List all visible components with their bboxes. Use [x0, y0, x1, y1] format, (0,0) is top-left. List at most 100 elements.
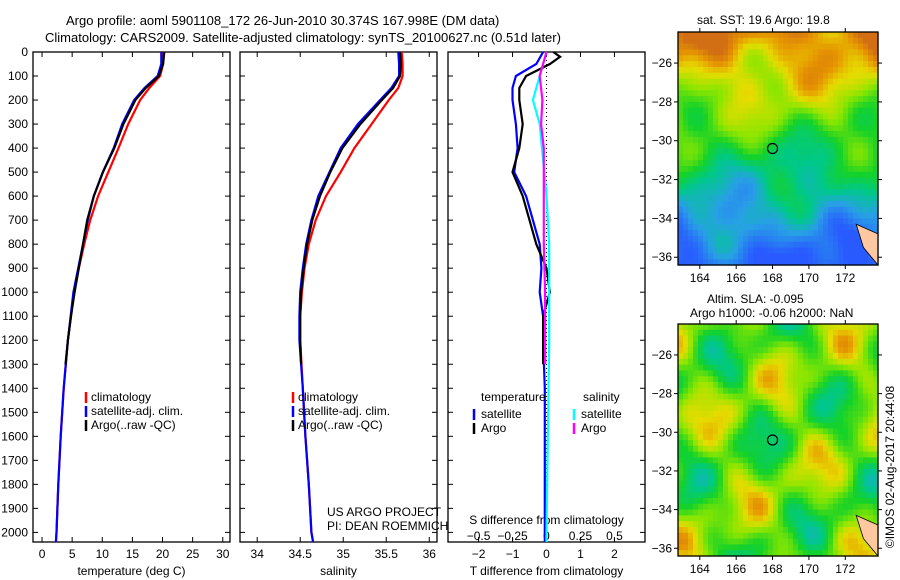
map-cell: [858, 212, 864, 220]
map-cell: [713, 509, 719, 516]
map-cell: [683, 212, 689, 220]
y-tick-label: 300: [8, 117, 28, 131]
map-cell: [708, 142, 714, 150]
map-cell: [708, 224, 714, 231]
map-cell: [838, 469, 844, 476]
map-cell: [853, 457, 859, 464]
map-cell: [753, 72, 759, 80]
map-cell: [738, 538, 744, 545]
map-cell: [803, 72, 809, 80]
map-cell: [788, 101, 794, 109]
map-cell: [758, 259, 764, 266]
map-cell: [718, 142, 724, 150]
map-cell: [728, 160, 734, 167]
map-cell: [818, 96, 824, 103]
map-cell: [703, 416, 709, 424]
map-cell: [858, 440, 864, 447]
map-cell: [843, 376, 849, 383]
map-cell: [763, 224, 769, 231]
map-cell: [818, 253, 824, 260]
map-cell: [848, 492, 854, 499]
map-cell: [763, 445, 769, 453]
map-cell: [838, 393, 844, 400]
map-cell: [683, 253, 689, 260]
map-cell: [738, 498, 744, 505]
map-cell: [678, 49, 684, 56]
map-cell: [768, 393, 774, 400]
map-cell: [773, 358, 779, 366]
map-cell: [693, 387, 699, 395]
map-cell: [843, 84, 849, 91]
map-cell: [723, 37, 729, 45]
map-cell: [798, 119, 804, 126]
map-cell: [863, 166, 869, 173]
map-cell: [843, 463, 849, 470]
map-cell: [678, 382, 684, 389]
map-cell: [748, 259, 754, 266]
map-cell: [723, 550, 729, 557]
map-cell: [728, 370, 734, 377]
map-cell: [733, 212, 739, 220]
map-cell: [718, 148, 724, 155]
map-cell: [708, 544, 714, 551]
map-cell: [858, 353, 864, 360]
map-cell: [788, 183, 794, 190]
map-cell: [748, 72, 754, 80]
map-cell: [713, 142, 719, 150]
map-cell: [843, 329, 849, 337]
map-cell: [728, 136, 734, 144]
map-cell: [788, 335, 794, 342]
map-cell: [768, 405, 774, 412]
map-cell: [863, 382, 869, 389]
map-cell: [803, 212, 809, 220]
map-cell: [723, 422, 729, 429]
map-cell: [813, 235, 819, 243]
map-cell: [703, 411, 709, 418]
map-cell: [833, 451, 839, 458]
map-cell: [838, 463, 844, 470]
map-cell: [838, 183, 844, 190]
map-cell: [733, 422, 739, 429]
map-cell: [818, 235, 824, 243]
map-cell: [848, 247, 854, 254]
map-cell: [753, 405, 759, 412]
map-cell: [738, 469, 744, 476]
map-cell: [798, 166, 804, 173]
map-cell: [828, 101, 834, 109]
map-cell: [773, 136, 779, 144]
map-cell: [773, 399, 779, 406]
map-cell: [753, 171, 759, 179]
map-cell: [848, 405, 854, 412]
map-cell: [828, 43, 834, 51]
legend-label: climatology: [298, 390, 358, 404]
map-cell: [863, 370, 869, 377]
map-cell: [728, 37, 734, 45]
map-cell: [838, 382, 844, 389]
map-cell: [863, 32, 869, 39]
map-cell: [678, 469, 684, 476]
map-cell: [698, 154, 704, 161]
map-cell: [703, 96, 709, 103]
map-cell: [813, 32, 819, 39]
map-cell: [853, 241, 859, 249]
map-cell: [818, 119, 824, 126]
map-x-tick-label: 172: [835, 562, 855, 576]
map-cell: [783, 376, 789, 383]
map-cell: [738, 347, 744, 354]
map-cell: [783, 253, 789, 260]
map-cell: [783, 335, 789, 342]
map-cell: [828, 474, 834, 482]
map-cell: [808, 480, 814, 487]
map-cell: [693, 364, 699, 371]
map-cell: [768, 259, 774, 266]
map-cell: [723, 84, 729, 91]
map-cell: [708, 259, 714, 266]
map-cell: [703, 329, 709, 337]
map-cell: [683, 72, 689, 80]
map-cell: [833, 544, 839, 551]
map-cell: [803, 544, 809, 551]
map-cell: [848, 119, 854, 126]
map-cell: [858, 370, 864, 377]
map-cell: [853, 235, 859, 243]
map-cell: [783, 393, 789, 400]
